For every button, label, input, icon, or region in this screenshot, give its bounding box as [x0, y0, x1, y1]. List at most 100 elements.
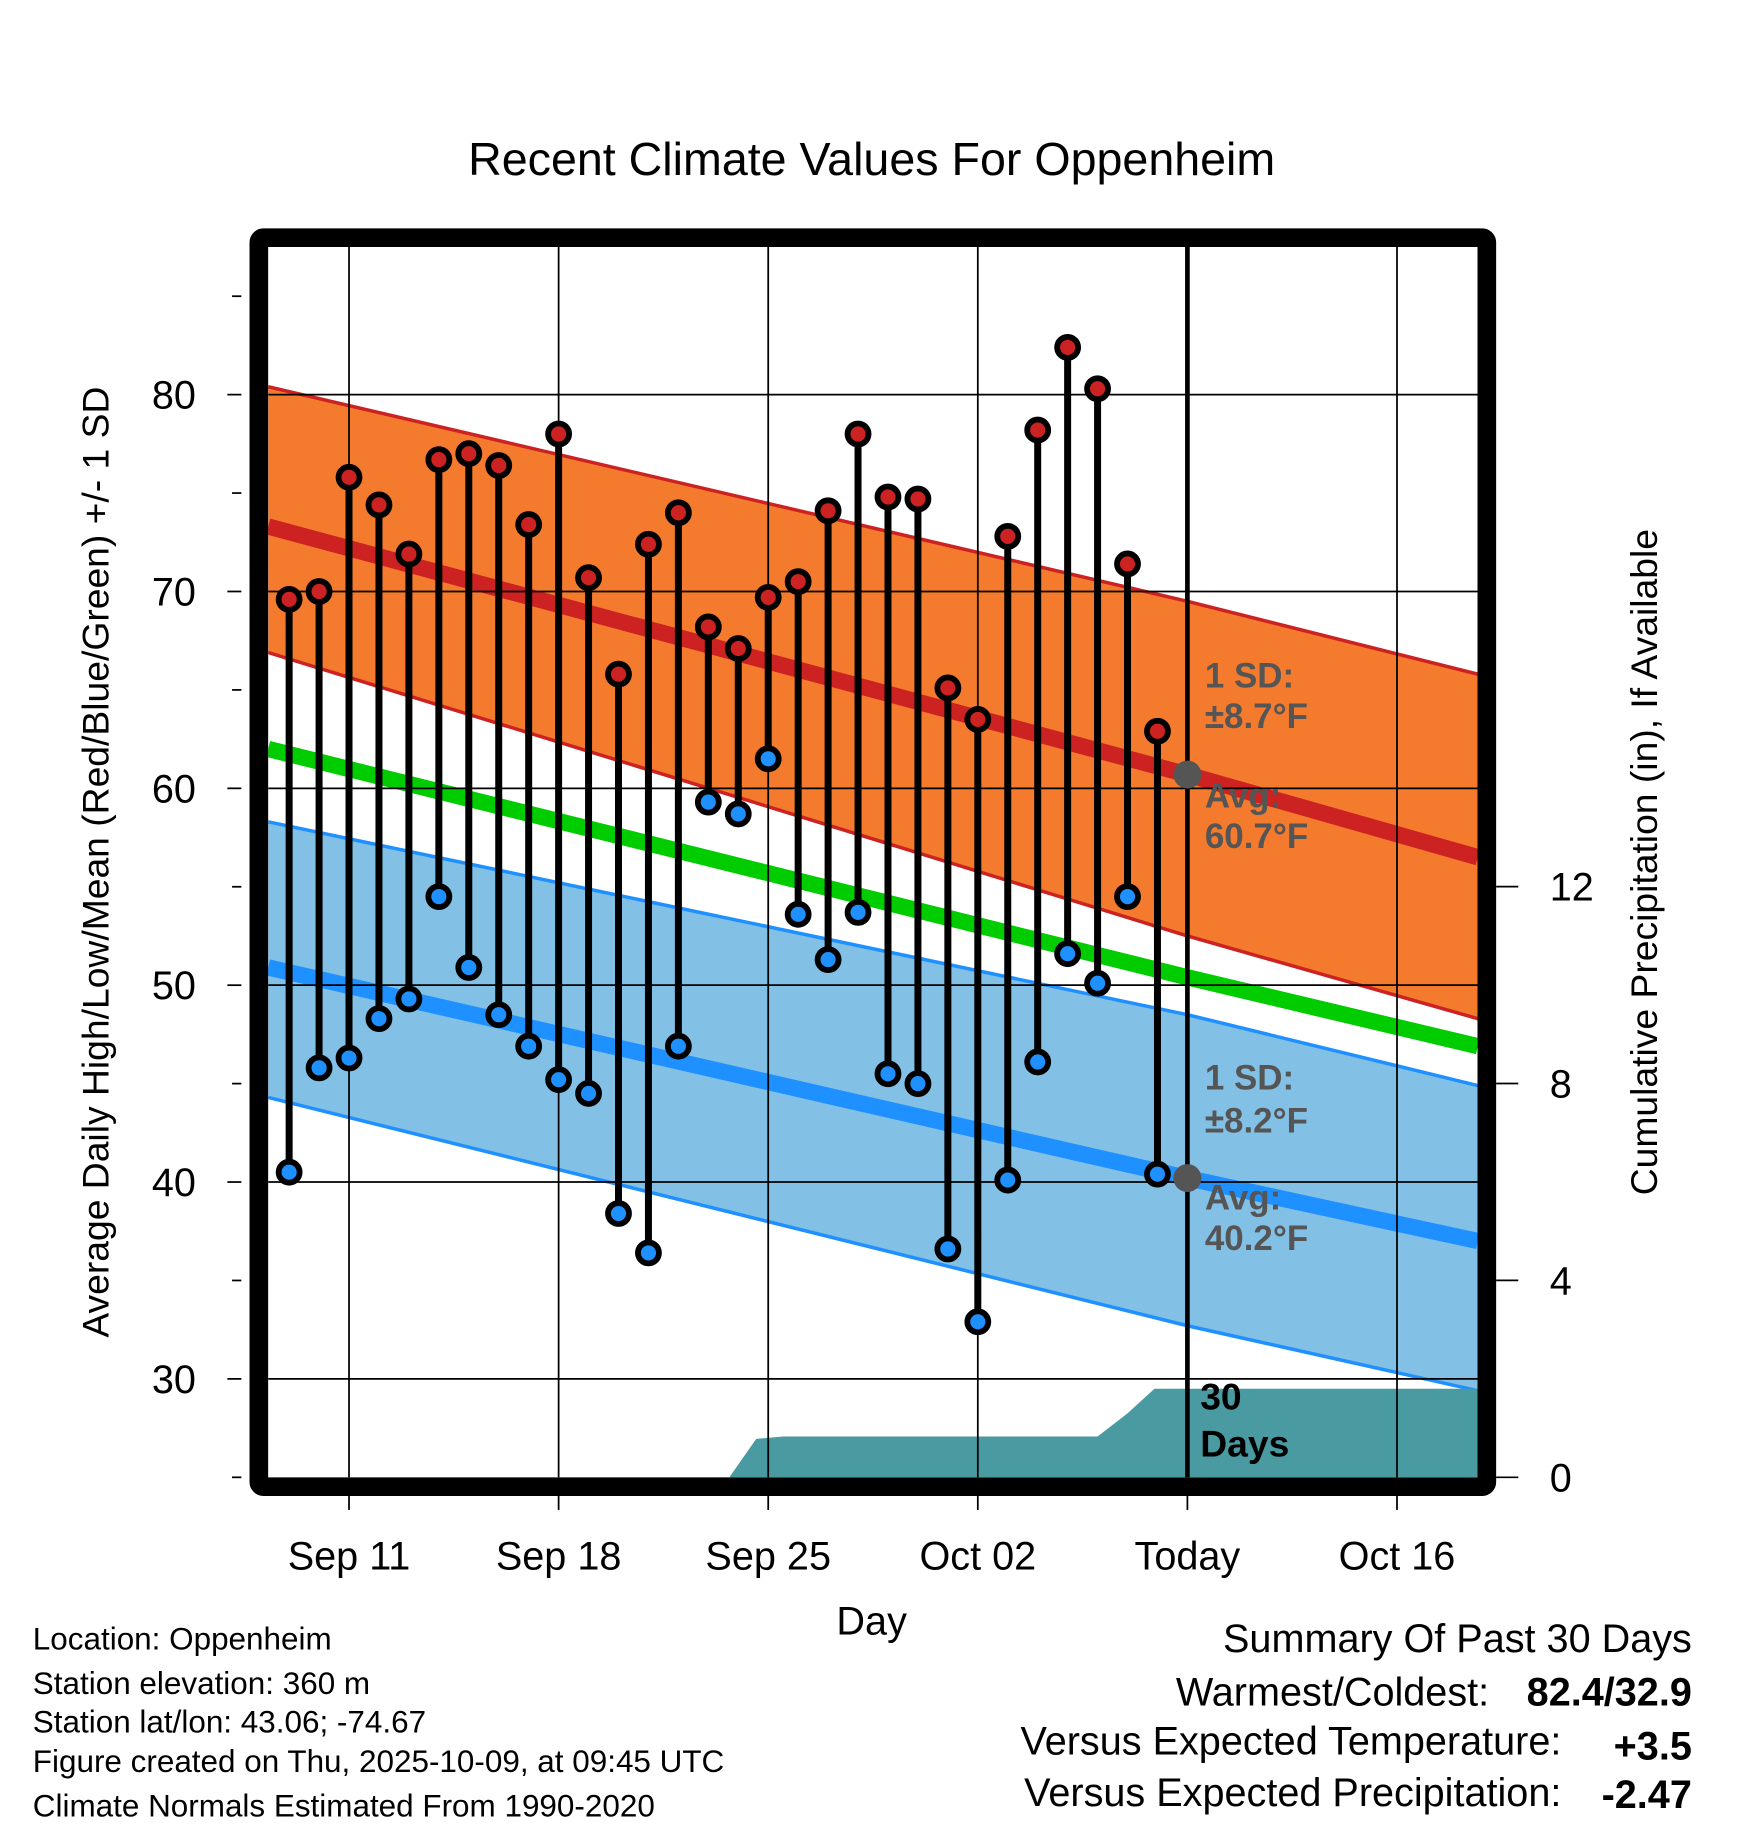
y2-tick-label: 12 — [1550, 866, 1594, 910]
high-point — [1114, 550, 1141, 578]
station-info: Location: Oppenheim Station elevation: 3… — [33, 1622, 724, 1824]
low-avg-value: 40.2°F — [1205, 1219, 1308, 1258]
high-point — [485, 452, 513, 479]
chart-title: Recent Climate Values For Oppenheim — [468, 133, 1275, 185]
low-point — [724, 800, 752, 828]
low-point — [605, 1200, 632, 1227]
high-point — [515, 511, 543, 538]
y-tick-label: 30 — [152, 1358, 196, 1402]
low-point — [455, 954, 483, 981]
high-avg-label: Avg: — [1205, 776, 1281, 815]
low-point — [994, 1166, 1022, 1194]
low-avg-label: Avg: — [1205, 1178, 1281, 1217]
high-point — [635, 530, 662, 558]
x-tick-label: Sep 25 — [705, 1534, 831, 1578]
high-point — [365, 491, 393, 519]
y-tick-label: 40 — [152, 1161, 196, 1205]
high-point — [1084, 375, 1111, 403]
high-point — [694, 613, 722, 641]
high-point — [904, 485, 932, 513]
x-axis-label: Day — [836, 1600, 907, 1644]
high-sd-value: ±8.7°F — [1205, 697, 1308, 736]
precip-area — [268, 1388, 1478, 1478]
high-point — [1054, 333, 1082, 361]
low-point — [784, 900, 812, 928]
low-point — [335, 1044, 363, 1072]
x-tick-label: Today — [1135, 1534, 1241, 1578]
temp-value: +3.5 — [1614, 1724, 1692, 1768]
warmest-value: 82.4/32.9 — [1527, 1671, 1692, 1715]
high-point — [605, 660, 632, 688]
high-point — [575, 564, 602, 592]
high-point — [664, 499, 692, 527]
low-point — [365, 1005, 393, 1033]
low-point — [694, 788, 722, 816]
low-point — [635, 1239, 662, 1267]
low-point — [485, 1001, 513, 1029]
low-point — [305, 1054, 333, 1082]
low-point — [964, 1308, 992, 1336]
y2-axis-label: Cumulative Precipitation (in), If Availa… — [1623, 529, 1665, 1195]
high-point — [964, 706, 992, 733]
info-latlon: Station lat/lon: 43.06; -74.67 — [33, 1704, 426, 1739]
today-high-avg-marker — [1173, 760, 1202, 789]
y-axis-label: Average Daily High/Low/Mean (Red/Blue/Gr… — [75, 387, 117, 1338]
y2-tick-label: 0 — [1550, 1456, 1572, 1500]
y-tick-label: 60 — [152, 767, 196, 811]
low-point — [1084, 969, 1111, 997]
x-tick-label: Sep 18 — [496, 1534, 622, 1578]
low-point — [1024, 1048, 1052, 1076]
high-point — [395, 540, 423, 568]
low-point — [874, 1060, 902, 1088]
x-tick-label: Sep 11 — [288, 1534, 411, 1578]
high-point — [1024, 416, 1052, 444]
x-tick-label: Oct 16 — [1339, 1534, 1456, 1578]
high-point — [784, 568, 812, 596]
annotations: 1 SD: ±8.7°F Avg: 60.7°F 1 SD: ±8.2°F Av… — [1200, 656, 1308, 1464]
y2-tick-label: 8 — [1550, 1062, 1572, 1106]
precip-label-days: Days — [1200, 1422, 1289, 1464]
high-point — [994, 522, 1022, 550]
low-point — [1114, 883, 1141, 911]
low-point — [814, 946, 842, 973]
y-tick-label: 80 — [152, 374, 196, 418]
info-elevation: Station elevation: 360 m — [33, 1666, 370, 1701]
plot-frame — [249, 228, 1497, 1496]
high-point — [814, 497, 842, 525]
high-sd-label: 1 SD: — [1205, 656, 1294, 695]
high-point — [724, 635, 752, 662]
warmest-label: Warmest/Coldest: — [1176, 1671, 1489, 1715]
low-point — [1054, 940, 1082, 968]
low-point — [395, 985, 423, 1013]
x-tick-label: Oct 02 — [919, 1534, 1036, 1578]
low-point — [664, 1032, 692, 1060]
precip-label-count: 30 — [1200, 1376, 1241, 1418]
low-sd-label: 1 SD: — [1205, 1058, 1294, 1097]
low-point — [425, 883, 453, 911]
low-point — [844, 898, 872, 926]
high-point — [754, 583, 782, 611]
high-point — [275, 585, 303, 613]
low-point — [904, 1070, 932, 1098]
y2-tick-label: 4 — [1550, 1259, 1572, 1303]
low-point — [515, 1032, 543, 1060]
info-created: Figure created on Thu, 2025-10-09, at 09… — [33, 1744, 724, 1779]
normal-high-band — [268, 386, 1478, 1019]
info-normals: Climate Normals Estimated From 1990-2020 — [33, 1788, 655, 1823]
plot-area: 30 40 50 60 70 80 0 4 8 12 Sep 11 Sep 18 Sep 25 Oct 0… — [152, 228, 1594, 1578]
y-tick-label: 70 — [152, 570, 196, 614]
high-point — [874, 483, 902, 511]
low-point — [575, 1080, 602, 1107]
summary-panel: Summary Of Past 30 Days Warmest/Coldest:… — [1020, 1617, 1691, 1817]
high-point — [305, 578, 333, 605]
low-point — [934, 1235, 962, 1263]
high-point — [455, 440, 483, 468]
low-sd-value: ±8.2°F — [1205, 1101, 1308, 1140]
precip-label: Versus Expected Precipitation: — [1024, 1771, 1561, 1815]
plot-content — [268, 246, 1478, 1478]
today-low-avg-marker — [1173, 1164, 1202, 1193]
temp-label: Versus Expected Temperature: — [1020, 1720, 1561, 1764]
high-point — [934, 674, 962, 702]
high-point — [1144, 717, 1171, 745]
